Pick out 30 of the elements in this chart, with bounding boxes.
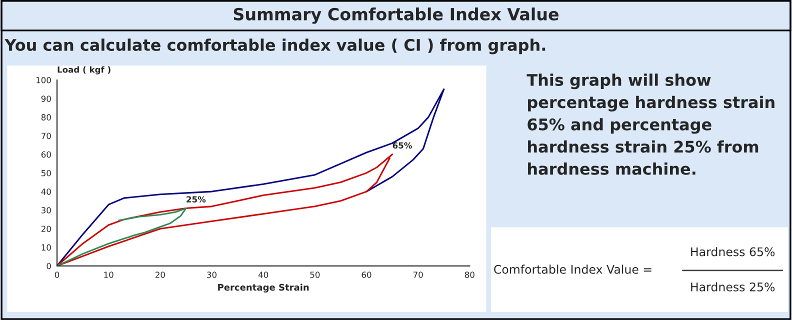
x-axis-title: Percentage Strain	[218, 284, 309, 293]
x-tick-label: 20	[155, 272, 165, 278]
x-tick-label: 10	[104, 272, 114, 278]
x-tick-label: 50	[310, 272, 320, 278]
text: Comfortable Index Value =	[494, 264, 652, 274]
x-tick-label: 30	[207, 272, 217, 278]
x-tick-label: 70	[413, 272, 423, 278]
y-tick-label: 30	[42, 207, 51, 214]
y-tick-label: 80	[41, 114, 51, 120]
y-tick-label: 20	[41, 226, 51, 232]
x-tick-label: 80	[464, 272, 474, 278]
y-tick-label: 10	[42, 244, 51, 251]
y-tick-label: 0	[46, 262, 51, 270]
y-tick-label: 90	[41, 96, 51, 102]
y-tick-label: 100	[36, 76, 51, 84]
text: This graph will show percentage hardness strain 65% and percentage hardness strain 25% from hardness machine.	[526, 74, 774, 175]
y-tick-label: 40	[41, 188, 51, 195]
x-tick-label: 0	[54, 272, 60, 278]
y-axis-title: Load ( kgf )	[58, 66, 110, 74]
x-tick-label: 40	[258, 272, 268, 278]
chart-title: Summary Comfortable Index Value	[234, 8, 559, 24]
y-tick-label: 50	[42, 170, 51, 176]
text: Hardness 25%	[691, 282, 775, 292]
text: Hardness 65%	[691, 247, 775, 256]
annotation: 65%	[392, 142, 412, 149]
y-tick-label: 70	[42, 132, 51, 140]
annotation: 25%	[186, 196, 206, 203]
x-tick-label: 60	[362, 272, 372, 278]
chart-subtitle: You can calculate comfortable index value ( CI ) from graph.	[4, 38, 546, 54]
y-tick-label: 60	[41, 151, 51, 158]
